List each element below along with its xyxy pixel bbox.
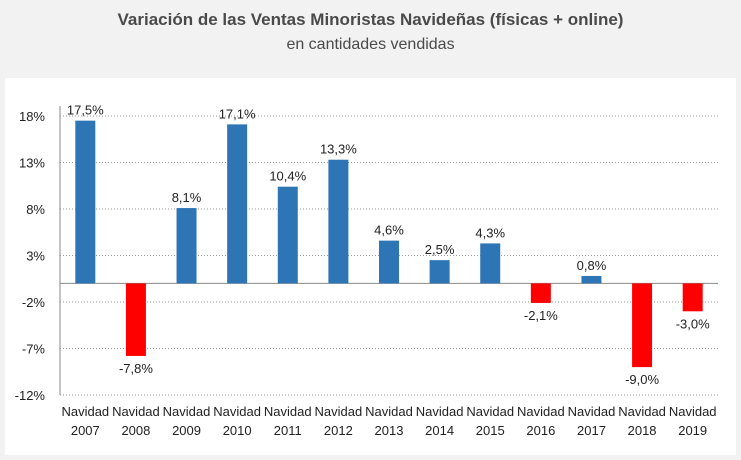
bar bbox=[125, 283, 146, 356]
bar bbox=[581, 275, 602, 284]
bar bbox=[480, 243, 501, 284]
x-tick-label: Navidad bbox=[568, 404, 616, 419]
data-label: -3,0% bbox=[676, 316, 710, 331]
x-tick-label: 2014 bbox=[425, 423, 454, 438]
data-label: 13,3% bbox=[320, 142, 357, 157]
data-label: 4,6% bbox=[374, 223, 404, 238]
data-label: 0,8% bbox=[577, 258, 607, 273]
bar bbox=[682, 283, 703, 312]
y-tick-label: 8% bbox=[26, 202, 45, 217]
x-tick-label: Navidad bbox=[112, 404, 160, 419]
y-tick-label: -2% bbox=[22, 295, 46, 310]
x-tick-label: 2012 bbox=[324, 423, 353, 438]
x-tick-label: 2013 bbox=[375, 423, 404, 438]
data-label: 4,3% bbox=[475, 225, 505, 240]
bar bbox=[379, 240, 399, 284]
y-tick-label: 18% bbox=[19, 109, 45, 124]
x-tick-label: Navidad bbox=[416, 404, 464, 419]
x-tick-label: 2010 bbox=[223, 423, 252, 438]
y-tick-label: -7% bbox=[22, 342, 46, 357]
y-tick-label: 3% bbox=[26, 249, 45, 264]
x-tick-label: 2007 bbox=[71, 423, 100, 438]
x-tick-label: Navidad bbox=[264, 404, 312, 419]
bar bbox=[429, 260, 450, 284]
x-tick-label: Navidad bbox=[466, 404, 514, 419]
x-tick-label: Navidad bbox=[213, 404, 261, 419]
y-tick-label: 13% bbox=[19, 156, 45, 171]
data-label: 10,4% bbox=[269, 169, 306, 184]
chart-subtitle: en cantidades vendidas bbox=[286, 36, 455, 53]
data-label: 2,5% bbox=[425, 242, 455, 257]
x-tick-label: Navidad bbox=[618, 404, 666, 419]
bar bbox=[75, 120, 96, 284]
data-label: 17,5% bbox=[67, 103, 104, 118]
bar bbox=[632, 283, 653, 368]
bar-chart: 18% 13% 8% 3% -2% -7% -12% 17,5% Navidad 2007 -7,8… bbox=[15, 103, 718, 438]
x-tick-label: 2017 bbox=[577, 423, 606, 438]
x-tick-label: Navidad bbox=[315, 404, 363, 419]
x-tick-label: 2019 bbox=[678, 423, 707, 438]
data-label: -9,0% bbox=[625, 372, 659, 387]
y-tick-label: -12% bbox=[15, 388, 46, 403]
x-tick-label: Navidad bbox=[365, 404, 413, 419]
x-tick-label: Navidad bbox=[517, 404, 565, 419]
x-tick-label: Navidad bbox=[163, 404, 211, 419]
x-tick-label: Navidad bbox=[61, 404, 109, 419]
bar bbox=[176, 208, 197, 284]
chart-title: Variación de las Ventas Minoristas Navid… bbox=[117, 10, 624, 29]
bar bbox=[328, 159, 349, 284]
x-tick-label: 2011 bbox=[274, 423, 302, 438]
data-label: 17,1% bbox=[219, 106, 256, 121]
data-label: -7,8% bbox=[119, 361, 153, 376]
data-label: -2,1% bbox=[524, 308, 558, 323]
bar bbox=[277, 186, 298, 284]
x-tick-label: Navidad bbox=[669, 404, 717, 419]
x-tick-label: 2018 bbox=[628, 423, 657, 438]
x-tick-label: 2008 bbox=[121, 423, 150, 438]
bar bbox=[530, 283, 551, 303]
chart-area: 18% 13% 8% 3% -2% -7% -12% 17,5% Navidad 2007 -7,8… bbox=[5, 78, 736, 455]
x-tick-label: 2009 bbox=[172, 423, 201, 438]
bar bbox=[227, 124, 248, 284]
data-label: 8,1% bbox=[172, 190, 202, 205]
x-tick-label: 2015 bbox=[476, 423, 505, 438]
x-tick-label: 2016 bbox=[526, 423, 555, 438]
